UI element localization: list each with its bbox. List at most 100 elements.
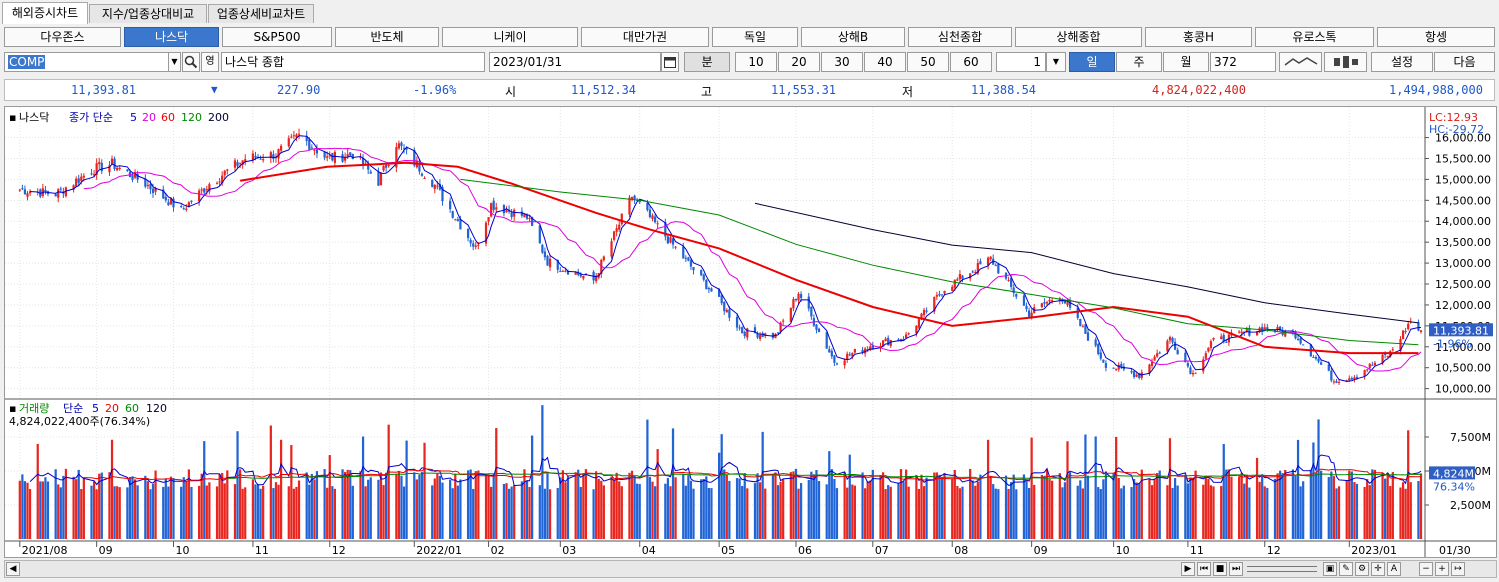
volume-ma5-line — [29, 454, 1422, 487]
market-button-semiconductor[interactable]: 반도체 — [335, 27, 439, 47]
interval-spinner[interactable]: 1 — [996, 52, 1046, 72]
candle-body — [669, 237, 672, 243]
stop-icon[interactable]: ■ — [1213, 562, 1227, 576]
candle-body — [922, 309, 926, 316]
chart-svg[interactable]: 10,000.0010,500.0011,000.0011,500.0012,0… — [5, 107, 1496, 557]
crosshair-icon[interactable]: ✛ — [1371, 562, 1385, 576]
candle-body — [433, 185, 436, 190]
scroll-end-icon[interactable]: ↦ — [1451, 562, 1465, 576]
volume-bar — [666, 478, 670, 539]
candle-body — [98, 162, 101, 165]
candle-chart-icon[interactable] — [1324, 52, 1367, 72]
minute-10-button[interactable]: 10 — [735, 52, 777, 72]
zoom-in-icon[interactable]: + — [1435, 562, 1449, 576]
period-week-button[interactable]: 주 — [1116, 52, 1162, 72]
volume-bar — [958, 488, 962, 539]
tab-index-compare[interactable]: 지수/업종상대비교 — [89, 4, 207, 23]
volume-bar — [1419, 473, 1423, 539]
code-dropdown-icon[interactable]: ▼ — [168, 52, 181, 72]
volume-bar — [502, 483, 506, 539]
market-button-nasdaq[interactable]: 나스닥 — [124, 27, 219, 47]
volume-bar — [269, 425, 272, 539]
volume-bar — [735, 478, 739, 539]
candle-body — [1043, 302, 1046, 304]
tab-sector-detail[interactable]: 업종상세비교차트 — [208, 4, 314, 23]
volume-bar — [1381, 472, 1384, 539]
minute-60-button[interactable]: 60 — [950, 52, 992, 72]
candle-body — [200, 189, 203, 191]
date-input[interactable]: 2023/01/31 — [489, 52, 661, 72]
market-button-hongkong-h[interactable]: 홍콩H — [1145, 27, 1252, 47]
english-toggle-icon[interactable]: 영 — [201, 52, 219, 72]
search-icon[interactable] — [182, 52, 200, 72]
volume-bar — [1284, 469, 1287, 539]
minute-button[interactable]: 분 — [684, 52, 730, 72]
period-month-button[interactable]: 월 — [1163, 52, 1209, 72]
volume-bar — [866, 481, 869, 539]
market-button-shenzhen[interactable]: 심천종합 — [908, 27, 1012, 47]
market-button-shanghai-b[interactable]: 상해B — [801, 27, 905, 47]
minute-40-button[interactable]: 40 — [864, 52, 906, 72]
market-button-eurostoxx[interactable]: 유로스톡 — [1255, 27, 1374, 47]
spinner-dropdown-icon[interactable]: ▼ — [1046, 52, 1066, 72]
first-page-icon[interactable]: ⏮ — [1197, 562, 1211, 576]
scroll-left-icon[interactable]: ◀ — [6, 562, 20, 576]
volume-bar — [979, 474, 982, 539]
volume-bar — [1202, 484, 1205, 539]
volume-bar — [1097, 487, 1100, 539]
volume-bar — [108, 472, 111, 539]
controls-bar: COMP ▼ 영 나스닥 종합 2023/01/31 분 10 20 30 40… — [0, 52, 1499, 74]
market-button-shanghai[interactable]: 상해종합 — [1015, 27, 1142, 47]
volume-bar — [702, 478, 705, 539]
candle-body — [277, 149, 280, 159]
zoom-out-icon[interactable]: − — [1419, 562, 1433, 576]
candle-body — [315, 149, 319, 154]
line-chart-icon[interactable] — [1279, 52, 1322, 72]
volume-bar — [764, 488, 767, 539]
last-page-icon[interactable]: ⏭ — [1229, 562, 1243, 576]
candle-body — [943, 290, 946, 294]
candle-body — [815, 324, 818, 330]
candle-body — [940, 294, 944, 296]
chart-mode-icon[interactable]: ▣ — [1323, 562, 1337, 576]
tab-overseas-chart[interactable]: 해외증시차트 — [2, 2, 88, 24]
minute-20-button[interactable]: 20 — [778, 52, 820, 72]
count-input[interactable]: 372 — [1210, 52, 1276, 72]
zoom-slider[interactable] — [1247, 566, 1317, 572]
calendar-icon[interactable] — [661, 52, 679, 72]
text-tool-icon[interactable]: A — [1387, 562, 1401, 576]
market-button-hangseng[interactable]: 항셍 — [1377, 27, 1495, 47]
period-day-button[interactable]: 일 — [1069, 52, 1115, 72]
next-button[interactable]: 다음 — [1434, 52, 1495, 72]
volume-bar — [653, 486, 657, 539]
settings-gear-icon[interactable]: ⚙ — [1355, 562, 1369, 576]
market-button-dow[interactable]: 다우존스 — [4, 27, 121, 47]
chart-scrollbar[interactable]: ◀ ▶ ⏮ ■ ⏭ ▣ ✎ ⚙ ✛ A − + ↦ — [4, 560, 1497, 578]
volume-bar — [528, 486, 531, 539]
candle-body — [484, 222, 488, 244]
settings-button[interactable]: 설정 — [1371, 52, 1433, 72]
minute-30-button[interactable]: 30 — [821, 52, 863, 72]
market-button-taiwan[interactable]: 대만가권 — [581, 27, 709, 47]
volume-bar — [976, 481, 979, 539]
market-button-sp500[interactable]: S&P500 — [222, 27, 332, 47]
candle-body — [361, 158, 365, 166]
volume-bar — [1240, 472, 1243, 539]
market-button-nikkei[interactable]: 니케이 — [442, 27, 578, 47]
volume-bar — [1066, 441, 1069, 539]
tool-icon[interactable]: ✎ — [1339, 562, 1353, 576]
candle-body — [707, 288, 710, 290]
scroll-right-icon[interactable]: ▶ — [1181, 562, 1195, 576]
code-input[interactable]: COMP — [4, 52, 169, 72]
volume-bar — [226, 470, 229, 539]
candle-body — [1184, 352, 1187, 363]
candle-body — [528, 218, 531, 220]
volume-bar — [57, 484, 60, 539]
candle-body — [18, 189, 21, 191]
market-button-germany[interactable]: 독일 — [712, 27, 798, 47]
chart-area[interactable]: 10,000.0010,500.0011,000.0011,500.0012,0… — [4, 106, 1497, 558]
volume-bar — [556, 488, 559, 539]
volume-bar — [592, 489, 595, 539]
volume-bar — [574, 472, 577, 539]
minute-50-button[interactable]: 50 — [907, 52, 949, 72]
